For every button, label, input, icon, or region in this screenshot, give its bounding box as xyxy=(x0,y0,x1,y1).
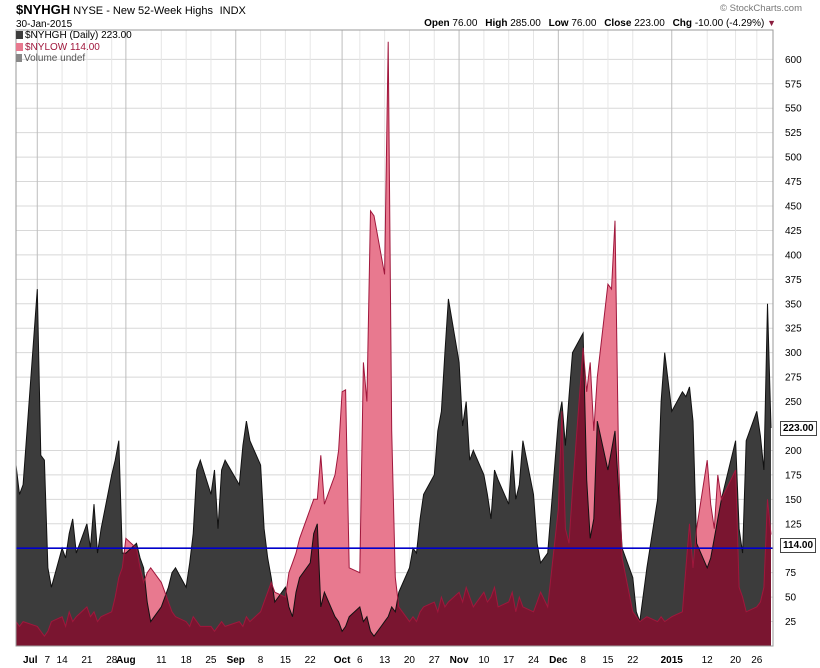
y-tick-label: 275 xyxy=(785,373,802,384)
x-tick-label: 20 xyxy=(404,655,416,666)
down-triangle-icon: ▼ xyxy=(767,18,776,28)
credit-link[interactable]: © StockCharts.com xyxy=(720,3,802,14)
x-tick-label: 17 xyxy=(503,655,515,666)
x-tick-label: 25 xyxy=(205,655,217,666)
x-tick-label: 10 xyxy=(478,655,490,666)
y-tick-label: 525 xyxy=(785,128,802,139)
legend-volume: Volume undef xyxy=(16,53,85,64)
x-month-label: Oct xyxy=(334,655,351,666)
y-tick-label: 250 xyxy=(785,397,802,408)
last-lows-badge: 114.00 xyxy=(780,537,817,553)
close-label: Close xyxy=(604,18,632,29)
x-tick-label: 22 xyxy=(627,655,639,666)
legend-lows: $NYLOW 114.00 xyxy=(16,42,100,53)
high-value: 285.00 xyxy=(510,18,541,29)
x-tick-label: 13 xyxy=(379,655,391,666)
y-tick-label: 550 xyxy=(785,104,802,115)
x-tick-label: 11 xyxy=(156,655,167,666)
lows-line xyxy=(16,41,772,638)
x-month-label: Aug xyxy=(116,655,135,666)
open-label: Open xyxy=(424,18,450,29)
x-tick-label: 18 xyxy=(181,655,193,666)
low-value: 76.00 xyxy=(571,18,597,29)
x-tick-label: 12 xyxy=(702,655,714,666)
y-tick-label: 425 xyxy=(785,226,802,237)
x-tick-label: 7 xyxy=(44,655,50,666)
legend-highs-label: $NYHGH (Daily) 223.00 xyxy=(25,30,132,41)
x-tick-label: 26 xyxy=(751,655,763,666)
chg-label: Chg xyxy=(672,18,693,29)
x-tick-label: 15 xyxy=(602,655,614,666)
plot-border xyxy=(15,29,774,647)
y-tick-label: 325 xyxy=(785,324,802,335)
ohlc-readout: Open 76.00 High 285.00 Low 76.00 Close 2… xyxy=(419,18,776,29)
y-tick-label: 375 xyxy=(785,275,802,286)
y-tick-label: 150 xyxy=(785,495,802,506)
y-tick-label: 50 xyxy=(785,593,797,604)
x-month-label: Dec xyxy=(549,655,568,666)
legend-highs: $NYHGH (Daily) 223.00 xyxy=(16,30,132,41)
x-tick-label: 21 xyxy=(81,655,93,666)
x-month-label: Jul xyxy=(23,655,38,666)
x-month-label: Nov xyxy=(450,655,469,666)
chart-date: 30-Jan-2015 xyxy=(16,19,73,30)
last-close-badge: 223.00 xyxy=(780,420,817,436)
x-tick-label: 20 xyxy=(730,655,742,666)
x-month-label: Sep xyxy=(227,655,245,666)
x-tick-label: 8 xyxy=(258,655,264,666)
x-tick-label: 28 xyxy=(106,655,118,666)
legend-volume-label: Volume undef xyxy=(24,53,86,64)
y-tick-label: 600 xyxy=(785,55,802,66)
y-tick-label: 175 xyxy=(785,470,802,481)
legend-lows-label: $NYLOW 114.00 xyxy=(25,42,100,53)
y-tick-label: 400 xyxy=(785,250,802,261)
highs-line xyxy=(16,289,772,638)
x-month-label: 2015 xyxy=(661,655,684,666)
high-label: High xyxy=(485,18,508,29)
y-tick-label: 350 xyxy=(785,299,802,310)
y-tick-label: 500 xyxy=(785,153,802,164)
y-tick-label: 450 xyxy=(785,202,802,213)
symbol-description: NYSE - New 52-Week Highs xyxy=(73,5,213,17)
x-tick-label: 22 xyxy=(305,655,317,666)
y-tick-label: 475 xyxy=(785,177,802,188)
x-tick-label: 24 xyxy=(528,655,540,666)
x-tick-label: 27 xyxy=(429,655,441,666)
highs-area-icon xyxy=(16,31,23,39)
x-tick-label: 15 xyxy=(280,655,292,666)
y-tick-label: 125 xyxy=(785,519,802,530)
open-value: 76.00 xyxy=(452,18,478,29)
y-tick-label: 75 xyxy=(785,568,797,579)
x-tick-label: 14 xyxy=(57,655,69,666)
low-label: Low xyxy=(548,18,569,29)
x-tick-label: 6 xyxy=(357,655,363,666)
y-tick-label: 300 xyxy=(785,348,802,359)
lows-area-icon xyxy=(16,43,23,51)
symbol-type: INDX xyxy=(219,5,246,17)
symbol: $NYHGH xyxy=(16,2,71,17)
close-value: 223.00 xyxy=(634,18,665,29)
chg-value: -10.00 (-4.29%) xyxy=(694,18,765,29)
x-tick-label: 8 xyxy=(580,655,586,666)
y-tick-label: 200 xyxy=(785,446,802,457)
volume-bars-icon xyxy=(16,54,22,62)
chart-symbol-heading: $NYHGH NYSE - New 52-Week Highs INDX xyxy=(16,2,246,17)
y-tick-label: 575 xyxy=(785,79,802,90)
overlap-area xyxy=(16,289,771,646)
y-axis: 2550751001251501752002502753003253503754… xyxy=(785,55,802,628)
y-tick-label: 25 xyxy=(785,617,797,628)
